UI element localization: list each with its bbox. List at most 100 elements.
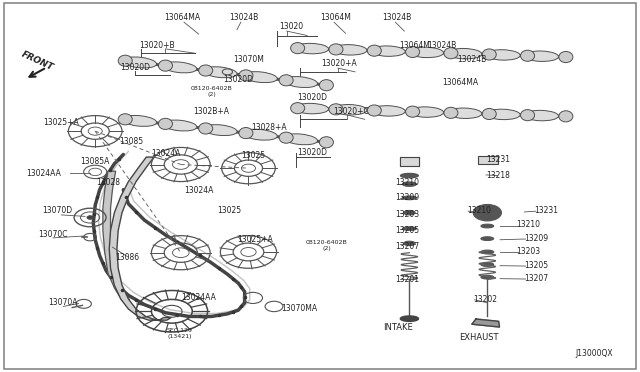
Text: 13024B: 13024B xyxy=(228,13,258,22)
Ellipse shape xyxy=(159,118,173,129)
Ellipse shape xyxy=(481,263,493,266)
Text: INTAKE: INTAKE xyxy=(383,323,413,332)
Ellipse shape xyxy=(403,196,417,200)
Text: 13020+B: 13020+B xyxy=(140,41,175,50)
Text: 08120-6402B
(2): 08120-6402B (2) xyxy=(305,240,348,251)
Text: SEC.120
(13421): SEC.120 (13421) xyxy=(166,328,193,339)
Ellipse shape xyxy=(406,106,420,117)
Text: 13025: 13025 xyxy=(217,206,241,215)
Ellipse shape xyxy=(319,137,333,148)
Text: 13209: 13209 xyxy=(396,193,419,202)
Text: 13024B: 13024B xyxy=(458,55,486,64)
Text: 13064MA: 13064MA xyxy=(442,78,479,87)
Text: 13202: 13202 xyxy=(473,295,497,304)
Ellipse shape xyxy=(243,72,277,83)
Ellipse shape xyxy=(401,173,419,178)
Ellipse shape xyxy=(202,67,237,78)
Text: 13203: 13203 xyxy=(396,211,419,219)
Text: 13210: 13210 xyxy=(396,178,419,187)
Bar xyxy=(478,155,497,164)
Text: 13020D: 13020D xyxy=(298,93,327,102)
Text: 13028+A: 13028+A xyxy=(251,123,287,132)
Text: 13205: 13205 xyxy=(396,226,419,235)
Ellipse shape xyxy=(118,55,132,66)
Text: 13207: 13207 xyxy=(396,241,419,250)
Text: 13210: 13210 xyxy=(516,221,541,230)
Text: 13207: 13207 xyxy=(524,274,548,283)
Text: 13086: 13086 xyxy=(115,253,140,262)
Text: 13025+A: 13025+A xyxy=(237,235,273,244)
Text: 13024AA: 13024AA xyxy=(27,169,61,177)
Ellipse shape xyxy=(406,46,420,58)
Ellipse shape xyxy=(401,316,419,321)
Ellipse shape xyxy=(367,105,381,116)
Ellipse shape xyxy=(485,109,520,120)
Ellipse shape xyxy=(329,104,343,115)
Ellipse shape xyxy=(482,49,496,60)
Text: 13203: 13203 xyxy=(516,247,541,256)
Text: 13231: 13231 xyxy=(486,155,510,164)
Text: 13210: 13210 xyxy=(467,206,491,215)
Ellipse shape xyxy=(202,125,237,135)
Ellipse shape xyxy=(404,211,415,215)
Ellipse shape xyxy=(162,120,197,131)
Text: 13070MA: 13070MA xyxy=(282,304,317,313)
Text: 13070C: 13070C xyxy=(38,230,68,239)
Ellipse shape xyxy=(482,108,496,119)
Ellipse shape xyxy=(294,103,328,114)
Ellipse shape xyxy=(447,108,482,118)
Text: 13064M: 13064M xyxy=(399,41,430,51)
Text: 13085: 13085 xyxy=(120,137,143,146)
Ellipse shape xyxy=(403,227,417,231)
Polygon shape xyxy=(109,157,172,320)
Text: 13064MA: 13064MA xyxy=(164,13,201,22)
Bar xyxy=(400,157,419,166)
Polygon shape xyxy=(472,319,499,327)
Text: 13070A: 13070A xyxy=(49,298,78,307)
Text: FRONT: FRONT xyxy=(20,49,55,72)
Ellipse shape xyxy=(520,110,534,121)
Text: 13024A: 13024A xyxy=(184,186,213,195)
Ellipse shape xyxy=(559,111,573,122)
Ellipse shape xyxy=(481,275,493,279)
Ellipse shape xyxy=(159,60,173,71)
Text: 13201: 13201 xyxy=(396,275,419,284)
Text: 13020: 13020 xyxy=(279,22,303,31)
Text: 13028: 13028 xyxy=(96,178,120,187)
Ellipse shape xyxy=(243,129,277,140)
Text: 13020D: 13020D xyxy=(120,63,150,72)
Text: 13025+A: 13025+A xyxy=(44,118,79,127)
Ellipse shape xyxy=(404,241,415,246)
Text: 13070D: 13070D xyxy=(42,206,72,215)
Text: 13085A: 13085A xyxy=(81,157,110,166)
Ellipse shape xyxy=(481,237,493,240)
Ellipse shape xyxy=(447,48,482,59)
Ellipse shape xyxy=(332,105,367,115)
Text: EXHAUST: EXHAUST xyxy=(459,333,498,342)
Ellipse shape xyxy=(481,250,493,254)
Text: 13020D: 13020D xyxy=(223,75,253,84)
Ellipse shape xyxy=(291,103,305,114)
Text: 13020+C: 13020+C xyxy=(333,107,369,116)
Ellipse shape xyxy=(239,128,253,139)
Ellipse shape xyxy=(198,123,212,134)
Ellipse shape xyxy=(279,75,293,86)
Circle shape xyxy=(87,216,93,219)
Text: J13000QX: J13000QX xyxy=(576,349,613,358)
Ellipse shape xyxy=(367,45,381,56)
Ellipse shape xyxy=(332,45,367,55)
Text: 13020+A: 13020+A xyxy=(321,59,357,68)
Ellipse shape xyxy=(520,50,534,61)
Ellipse shape xyxy=(283,134,317,145)
Ellipse shape xyxy=(408,47,444,58)
Text: 13064M: 13064M xyxy=(321,13,351,22)
Ellipse shape xyxy=(444,107,458,118)
Text: 13024B: 13024B xyxy=(382,13,412,22)
Ellipse shape xyxy=(559,51,573,62)
Ellipse shape xyxy=(279,132,293,143)
Text: 13020D: 13020D xyxy=(298,148,327,157)
Text: 13024B: 13024B xyxy=(427,41,456,51)
Ellipse shape xyxy=(239,70,253,81)
Ellipse shape xyxy=(319,80,333,91)
Text: 13209: 13209 xyxy=(524,234,548,243)
